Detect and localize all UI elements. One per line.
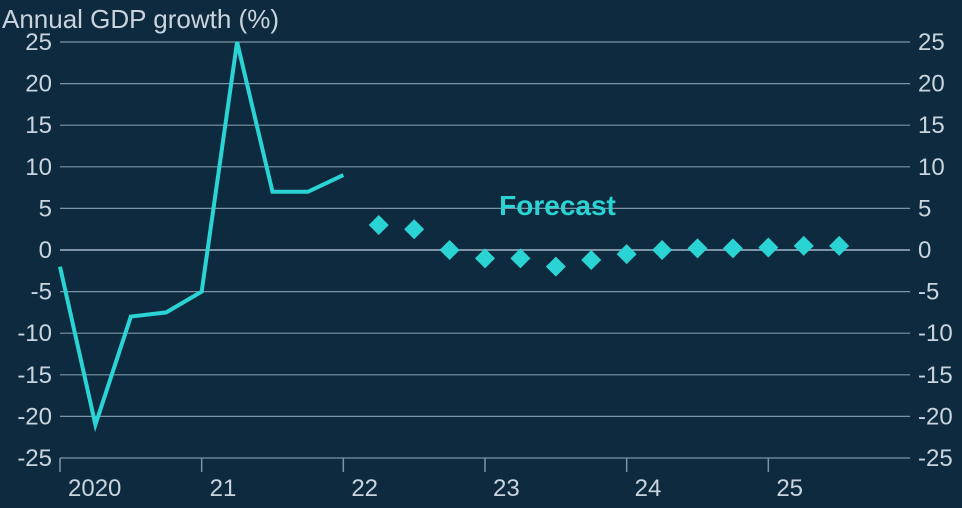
chart-title: Annual GDP growth (%): [2, 4, 279, 34]
y-tick-label-right: -5: [918, 279, 939, 306]
x-tick-label: 25: [776, 475, 803, 502]
y-tick-label-right: 5: [918, 195, 931, 222]
y-tick-label-right: 20: [918, 71, 945, 98]
y-tick-label-left: -20: [17, 403, 52, 430]
y-tick-label-right: -15: [918, 362, 953, 389]
y-tick-label-left: 5: [39, 195, 52, 222]
y-tick-label-left: 0: [39, 237, 52, 264]
y-tick-label-right: 25: [918, 29, 945, 56]
y-tick-label-left: 10: [25, 154, 52, 181]
y-tick-label-right: -25: [918, 445, 953, 472]
y-tick-label-right: -20: [918, 403, 953, 430]
x-tick-label: 2020: [68, 475, 121, 502]
y-tick-label-right: -10: [918, 320, 953, 347]
gdp-growth-chart: 25252020151510105500-5-5-10-10-15-15-20-…: [0, 0, 962, 508]
x-tick-label: 21: [210, 475, 237, 502]
y-tick-label-right: 10: [918, 154, 945, 181]
forecast-label: Forecast: [499, 190, 616, 221]
y-tick-label-right: 0: [918, 237, 931, 264]
y-tick-label-left: 20: [25, 71, 52, 98]
y-tick-label-left: -10: [17, 320, 52, 347]
x-tick-label: 24: [635, 475, 662, 502]
x-tick-label: 22: [351, 475, 378, 502]
y-tick-label-left: -25: [17, 445, 52, 472]
y-tick-label-right: 15: [918, 112, 945, 139]
x-tick-label: 23: [493, 475, 520, 502]
y-tick-label-left: -5: [31, 279, 52, 306]
y-tick-label-left: 15: [25, 112, 52, 139]
y-tick-label-left: -15: [17, 362, 52, 389]
